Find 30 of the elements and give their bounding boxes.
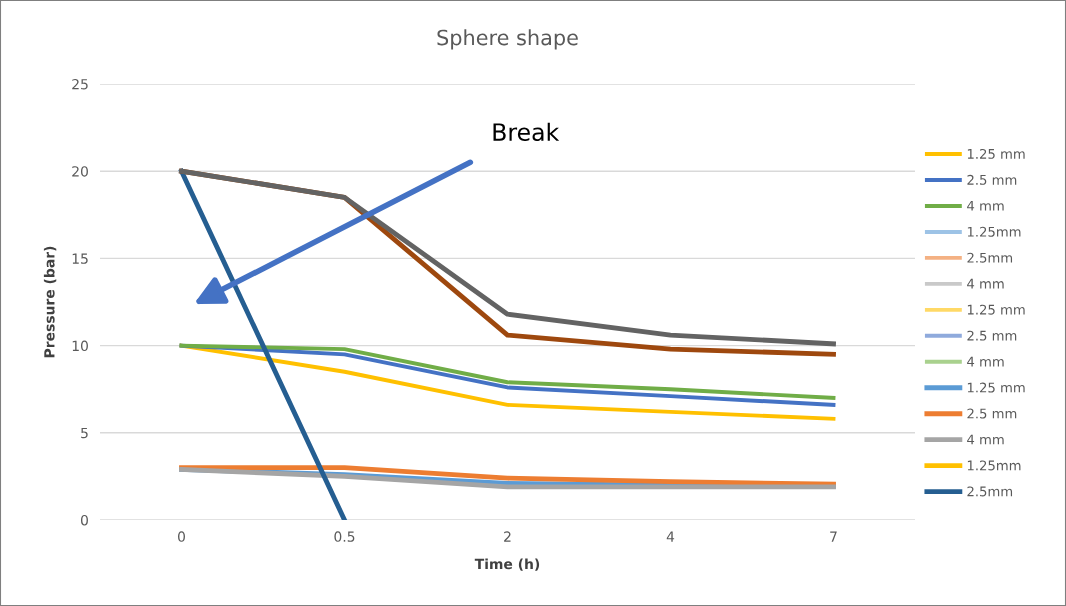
y-tick-label: 20 [72,166,88,177]
legend-label: 2.5 mm [967,174,1017,185]
legend-label: 1.25mm [967,460,1021,471]
y-axis-title: Pressure (bar) [43,246,57,358]
x-tick-label: 4 [666,531,675,542]
legend-label: 2.5mm [967,252,1013,263]
legend-label: 4 mm [967,278,1004,289]
legend-label: 4 mm [967,434,1004,445]
legend-label: 1.25 mm [967,148,1025,159]
y-tick-label: 5 [81,427,88,439]
x-tick-label: 7 [830,531,837,542]
chart-title: Sphere shape [437,29,578,50]
legend-label: 4 mm [967,200,1004,211]
annotation: Break [493,122,560,141]
legend-label: 1.25 mm [967,304,1025,315]
y-tick-label: 15 [72,253,88,264]
legend-label: 1.25mm [967,226,1021,237]
x-tick-label: 2 [504,531,511,542]
x-tick-label: 0.5 [334,531,355,542]
x-axis-title: Time (h) [474,558,540,571]
y-tick-label: 25 [72,78,88,90]
legend-label: 4 mm [967,356,1004,367]
y-tick-label: 0 [80,514,88,526]
legend-label: 2.5 mm [967,330,1017,341]
legend-label: 1.25 mm [967,382,1025,393]
legend-label: 2.5mm [967,486,1013,497]
legend-label: 2.5 mm [967,408,1017,419]
line-series [179,343,836,421]
x-tick-label: 0 [178,531,185,542]
y-tick-label: 10 [72,340,88,352]
